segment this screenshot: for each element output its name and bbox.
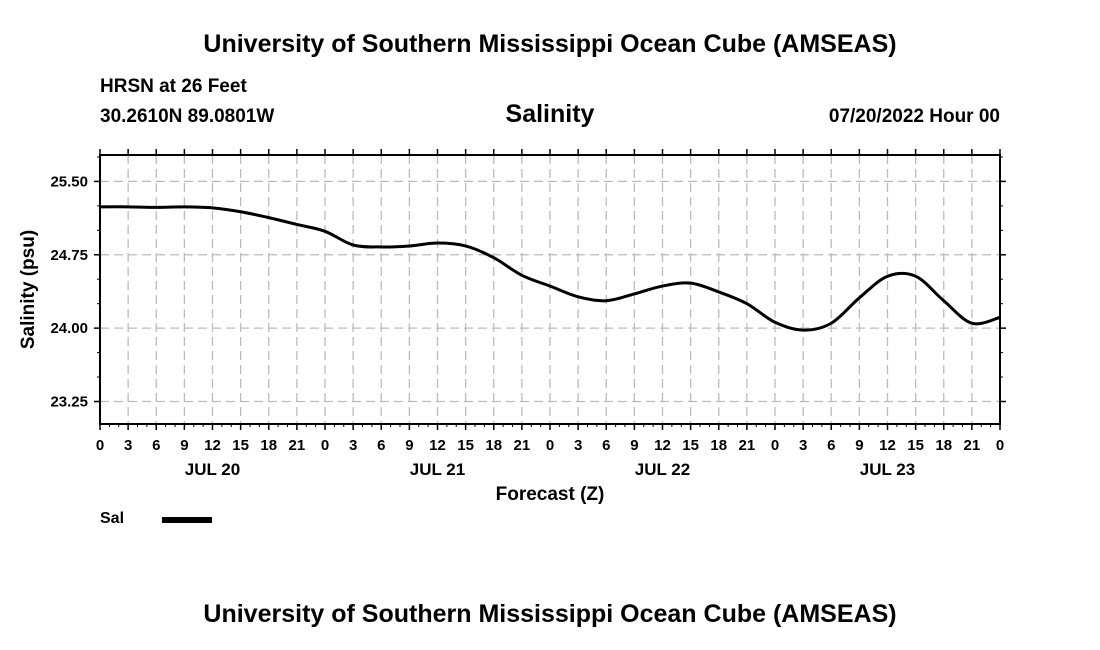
legend-label: Sal <box>100 510 125 527</box>
axis-labels: 0 3 6 9 12 15 18 21 0 3 6 9 12 15 18 21 0 3 6 9 12 15 18 21 0 3 6 9… <box>18 173 1004 505</box>
x-tick-label: 15 <box>682 437 699 454</box>
x-tick-label: 0 <box>996 437 1004 454</box>
x-tick-label: 6 <box>152 437 160 454</box>
x-tick-label: 9 <box>405 437 413 454</box>
x-tick-label: 21 <box>739 437 756 454</box>
x-axis-label: Forecast (Z) <box>496 484 605 505</box>
x-tick-label: 12 <box>204 437 221 454</box>
axis-ticks <box>94 149 1006 430</box>
x-tick-label: 3 <box>124 437 132 454</box>
x-tick-label: 18 <box>260 437 277 454</box>
x-tick-label: 15 <box>232 437 249 454</box>
x-tick-label: 0 <box>96 437 104 454</box>
x-tick-label: 18 <box>935 437 952 454</box>
x-tick-label: 21 <box>289 437 306 454</box>
y-tick-label: 23.25 <box>50 394 88 411</box>
x-tick-label: 12 <box>879 437 896 454</box>
x-tick-label: 12 <box>654 437 671 454</box>
x-tick-label: 15 <box>907 437 924 454</box>
x-tick-label: 0 <box>546 437 554 454</box>
bottom-title: University of Southern Mississippi Ocean… <box>203 600 897 628</box>
chart-title: Salinity <box>505 100 595 128</box>
x-tick-label: 3 <box>349 437 357 454</box>
forecast-datetime: 07/20/2022 Hour 00 <box>828 106 1000 127</box>
x-tick-label: 21 <box>514 437 531 454</box>
coordinates-label: 30.2610N 89.0801W <box>100 106 275 127</box>
x-tick-label: 9 <box>630 437 638 454</box>
y-axis-label: Salinity (psu) <box>18 230 39 349</box>
x-tick-label: 12 <box>429 437 446 454</box>
x-tick-label: 6 <box>602 437 610 454</box>
x-tick-label: 6 <box>827 437 835 454</box>
station-label: HRSN at 26 Feet <box>100 76 247 97</box>
x-tick-label: 6 <box>377 437 385 454</box>
day-label: JUL 20 <box>185 460 240 479</box>
x-tick-label: 9 <box>180 437 188 454</box>
day-label: JUL 22 <box>635 460 690 479</box>
x-tick-label: 15 <box>457 437 474 454</box>
day-label: JUL 21 <box>410 460 465 479</box>
top-title: University of Southern Mississippi Ocean… <box>203 30 897 58</box>
x-tick-label: 0 <box>771 437 779 454</box>
x-tick-label: 3 <box>799 437 807 454</box>
x-tick-label: 21 <box>964 437 981 454</box>
y-tick-label: 25.50 <box>50 173 88 190</box>
salinity-series-line <box>99 205 1001 332</box>
legend-swatch <box>162 517 212 523</box>
x-tick-label: 3 <box>574 437 582 454</box>
y-tick-label: 24.75 <box>50 247 88 264</box>
x-tick-label: 9 <box>855 437 863 454</box>
x-tick-label: 18 <box>485 437 502 454</box>
x-tick-label: 0 <box>321 437 329 454</box>
chart-grid <box>100 155 1000 424</box>
y-tick-label: 24.00 <box>50 320 88 337</box>
x-tick-label: 18 <box>710 437 727 454</box>
day-label: JUL 23 <box>860 460 915 479</box>
